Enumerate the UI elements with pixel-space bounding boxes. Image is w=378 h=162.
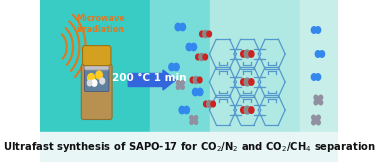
Circle shape [200, 31, 204, 37]
Circle shape [311, 74, 316, 80]
Circle shape [184, 106, 189, 114]
Bar [40, 132, 338, 162]
Circle shape [178, 82, 183, 88]
Circle shape [207, 100, 212, 108]
Circle shape [197, 77, 202, 83]
Circle shape [249, 107, 254, 113]
Circle shape [100, 78, 105, 84]
Bar [209, 0, 338, 132]
Circle shape [317, 115, 320, 120]
Circle shape [244, 106, 251, 114]
Circle shape [207, 31, 211, 37]
FancyArrow shape [128, 70, 176, 90]
Circle shape [177, 85, 180, 89]
FancyBboxPatch shape [85, 64, 109, 92]
Circle shape [174, 63, 179, 71]
Circle shape [241, 51, 246, 57]
Circle shape [169, 63, 175, 71]
Circle shape [211, 101, 215, 107]
Text: 200 °C 1 min: 200 °C 1 min [112, 73, 186, 83]
Circle shape [311, 27, 316, 33]
Circle shape [319, 100, 323, 105]
Circle shape [313, 116, 319, 123]
Circle shape [199, 53, 204, 61]
Circle shape [244, 78, 251, 86]
Circle shape [244, 50, 251, 58]
Circle shape [186, 43, 192, 51]
Circle shape [181, 81, 184, 85]
Circle shape [194, 116, 198, 120]
Circle shape [180, 23, 186, 31]
Circle shape [175, 23, 181, 31]
Circle shape [179, 106, 185, 114]
Circle shape [312, 120, 315, 125]
Circle shape [92, 80, 97, 86]
Circle shape [204, 101, 208, 107]
Circle shape [181, 85, 184, 89]
Circle shape [191, 117, 196, 123]
Circle shape [316, 97, 321, 104]
Circle shape [319, 51, 325, 57]
Circle shape [177, 81, 180, 85]
Circle shape [317, 120, 320, 125]
Circle shape [314, 100, 318, 105]
Circle shape [87, 80, 92, 86]
Circle shape [319, 95, 323, 100]
Circle shape [190, 116, 193, 120]
Circle shape [190, 77, 195, 83]
Circle shape [241, 79, 246, 85]
Circle shape [203, 30, 208, 38]
FancyBboxPatch shape [81, 64, 112, 120]
Circle shape [316, 27, 321, 33]
Text: Microwave
irradiation: Microwave irradiation [76, 14, 125, 34]
Circle shape [249, 51, 254, 57]
Circle shape [249, 79, 254, 85]
Circle shape [190, 120, 193, 124]
Circle shape [191, 43, 197, 51]
Circle shape [197, 88, 203, 96]
Circle shape [316, 74, 321, 80]
Circle shape [314, 95, 318, 100]
Bar [300, 0, 338, 132]
FancyBboxPatch shape [85, 59, 109, 70]
Circle shape [315, 51, 321, 57]
FancyBboxPatch shape [82, 46, 111, 66]
Circle shape [196, 54, 200, 60]
Circle shape [241, 107, 246, 113]
Circle shape [88, 74, 95, 82]
Bar [150, 0, 338, 132]
Circle shape [192, 88, 198, 96]
Circle shape [312, 115, 315, 120]
Circle shape [193, 76, 199, 84]
Circle shape [96, 71, 102, 79]
Text: Ultrafast synthesis of SAPO-17 for CO$_2$/N$_2$ and CO$_2$/CH$_4$ separation: Ultrafast synthesis of SAPO-17 for CO$_2… [3, 140, 375, 154]
Circle shape [203, 54, 208, 60]
Circle shape [194, 120, 198, 124]
Bar [40, 0, 338, 132]
